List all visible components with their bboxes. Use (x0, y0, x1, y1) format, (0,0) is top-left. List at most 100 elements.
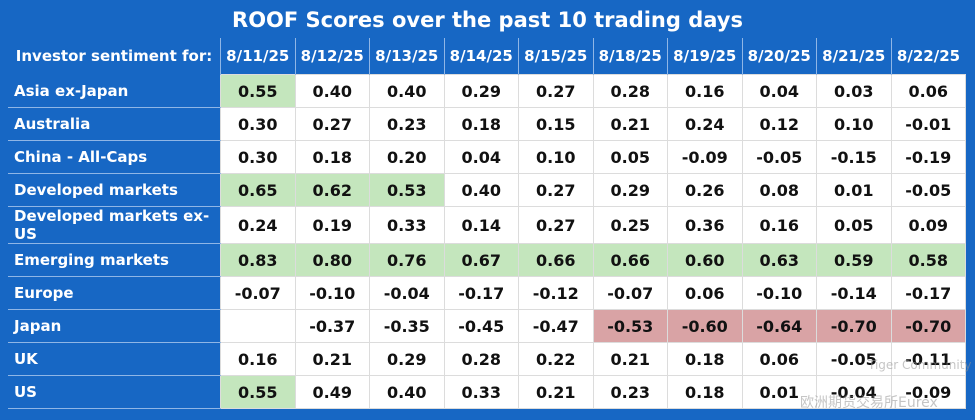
score-cell: 0.36 (667, 206, 743, 244)
score-cell: 0.40 (294, 74, 370, 108)
score-cell: 0.33 (369, 206, 445, 244)
score-cell: 0.18 (443, 107, 519, 141)
score-cell: -0.17 (890, 276, 966, 310)
score-cell: -0.05 (741, 140, 817, 174)
score-cell: -0.09 (890, 375, 966, 409)
title: ROOF Scores over the past 10 trading day… (232, 8, 743, 32)
score-table: Investor sentiment for: 8/11/25 8/12/25 8/… (8, 38, 966, 409)
score-cell: 0.21 (592, 107, 668, 141)
row: US 0.55 0.49 0.40 0.33 0.21 0.23 0.18 0.01 -0.04-… (8, 375, 966, 409)
score-cell: 0.27 (518, 74, 594, 108)
score-cell: 0.21 (518, 375, 594, 409)
row: Japan -0.37 -0.35 -0.45 -0.47 -0.53 -0.60 -0.64… (8, 309, 966, 343)
score-cell: 0.58 (890, 243, 966, 277)
column-header: 8/13/25 (369, 38, 444, 75)
row-label: UK (8, 342, 221, 376)
score-cell: 0.24 (220, 206, 296, 244)
score-cell: -0.37 (294, 309, 370, 343)
score-cell: -0.10 (741, 276, 817, 310)
row-label: Developed markets (8, 173, 221, 207)
score-cell (220, 309, 296, 343)
score-cell: 0.16 (220, 342, 296, 376)
score-cell: -0.19 (890, 140, 966, 174)
score-cell: -0.04 (369, 276, 445, 310)
score-cell: -0.07 (592, 276, 668, 310)
header-label: Investor sentiment for: (15, 47, 213, 66)
row: Europe -0.07 -0.10 -0.04 -0.17 -0.12 -0.07 0.06… (8, 276, 966, 310)
score-cell: 0.03 (816, 74, 892, 108)
row-label: Japan (8, 309, 221, 343)
score-cell: 0.22 (518, 342, 594, 376)
score-cell: -0.14 (816, 276, 892, 310)
row: Australia 0.30 0.27 0.23 0.18 0.15 0.21 0.24 0.1… (8, 107, 966, 141)
score-cell: 0.30 (220, 140, 296, 174)
score-cell: 0.18 (294, 140, 370, 174)
row: Asia ex-Japan 0.55 0.40 0.40 0.29 0.27 0.28 0.1… (8, 74, 966, 108)
column-header: 8/22/25 (890, 38, 966, 75)
score-cell: -0.07 (220, 276, 296, 310)
score-cell: -0.05 (890, 173, 966, 207)
score-cell: -0.10 (294, 276, 370, 310)
score-cell: 0.65 (220, 173, 296, 207)
score-cell: 0.18 (667, 375, 743, 409)
score-cell: 0.01 (741, 375, 817, 409)
score-cell: 0.21 (592, 342, 668, 376)
score-cell: -0.11 (890, 342, 966, 376)
score-cell: 0.49 (294, 375, 370, 409)
score-cell: 0.27 (518, 173, 594, 207)
score-cell: 0.29 (369, 342, 445, 376)
score-cell: -0.64 (741, 309, 817, 343)
row: Developed markets 0.65 0.62 0.53 0.40 0.27 0.2… (8, 173, 966, 207)
row-label: Asia ex-Japan (8, 74, 221, 108)
score-cell: 0.29 (592, 173, 668, 207)
score-cell: -0.09 (667, 140, 743, 174)
score-cell: 0.24 (667, 107, 743, 141)
score-cell: 0.16 (667, 74, 743, 108)
score-cell: 0.04 (741, 74, 817, 108)
row: China - All-Caps 0.30 0.18 0.20 0.04 0.10 0.05… (8, 140, 966, 174)
score-cell: 0.62 (294, 173, 370, 207)
score-cell: 0.33 (443, 375, 519, 409)
score-cell: -0.35 (369, 309, 445, 343)
header-row: Investor sentiment for: 8/11/25 8/12/25 8/… (8, 38, 966, 75)
score-cell: -0.70 (890, 309, 966, 343)
score-cell: 0.55 (220, 375, 296, 409)
score-cell: -0.04 (816, 375, 892, 409)
score-cell: -0.60 (667, 309, 743, 343)
column-header: 8/14/25 (443, 38, 519, 75)
score-cell: -0.70 (816, 309, 892, 343)
score-cell: 0.25 (592, 206, 668, 244)
score-cell: -0.47 (518, 309, 594, 343)
score-cell: 0.23 (369, 107, 445, 141)
score-cell: 0.14 (443, 206, 519, 244)
score-cell: 0.66 (592, 243, 668, 277)
score-cell: 0.01 (816, 173, 892, 207)
row: Developed markets ex-US 0.24 0.19 0.33 0.14 0… (8, 206, 966, 244)
score-cell: 0.15 (518, 107, 594, 141)
score-cell: 0.08 (741, 173, 817, 207)
score-cell: -0.15 (816, 140, 892, 174)
score-cell: 0.27 (518, 206, 594, 244)
column-header: 8/21/25 (816, 38, 891, 75)
score-cell: 0.19 (294, 206, 370, 244)
score-cell: 0.06 (741, 342, 817, 376)
score-cell: -0.01 (890, 107, 966, 141)
score-cell: 0.28 (592, 74, 668, 108)
column-header: 8/12/25 (294, 38, 370, 75)
row-label: Australia (8, 107, 221, 141)
row-label: US (8, 375, 221, 409)
score-cell: 0.60 (667, 243, 743, 277)
score-cell: 0.21 (294, 342, 370, 376)
score-cell: 0.09 (890, 206, 966, 244)
score-cell: -0.17 (443, 276, 519, 310)
score-cell: 0.66 (518, 243, 594, 277)
score-cell: 0.10 (518, 140, 594, 174)
score-cell: -0.12 (518, 276, 594, 310)
score-cell: 0.76 (369, 243, 445, 277)
score-cell: 0.04 (443, 140, 519, 174)
row-label: Emerging markets (8, 243, 221, 277)
score-cell: 0.59 (816, 243, 892, 277)
score-cell: 0.10 (816, 107, 892, 141)
score-cell: -0.05 (816, 342, 892, 376)
